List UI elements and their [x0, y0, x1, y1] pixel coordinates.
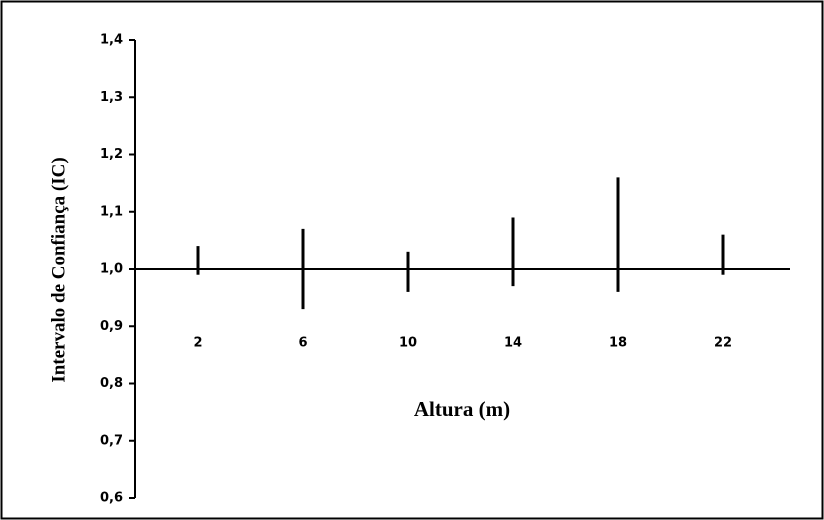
y-tick-label: 0,6	[100, 491, 123, 506]
y-tick-label: 0,8	[100, 376, 123, 391]
y-tick-label: 0,7	[100, 433, 123, 448]
y-tick-label: 1,1	[100, 204, 123, 219]
y-tick-label: 0,9	[100, 319, 123, 334]
y-axis-label: Intervalo de Confiança (IC)	[48, 157, 69, 382]
x-tick-label: 18	[609, 336, 627, 351]
x-tick-label: 14	[504, 336, 522, 351]
y-tick-label: 1,2	[100, 147, 123, 162]
y-tick-label: 1,0	[100, 262, 123, 277]
x-tick-label: 6	[298, 336, 307, 351]
x-tick-label: 10	[399, 336, 417, 351]
x-axis-label: Altura (m)	[414, 397, 510, 421]
x-tick-label: 2	[193, 336, 202, 351]
y-tick-label: 1,4	[100, 33, 123, 48]
x-tick-label: 22	[714, 336, 732, 351]
y-tick-label: 1,3	[100, 90, 123, 105]
